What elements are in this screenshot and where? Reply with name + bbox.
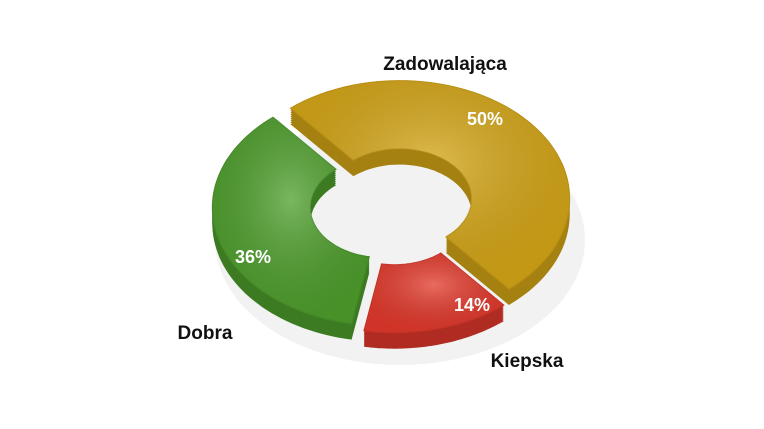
value-label: 50% [467,109,503,129]
category-label: Zadowalająca [383,54,507,75]
value-label: 36% [235,247,271,267]
category-label: Kiepska [491,351,564,372]
category-label: Dobra [178,323,233,344]
slice-highlight [363,253,504,333]
slice-highlight [290,80,570,289]
value-label: 14% [454,295,490,315]
slice-highlight [212,117,370,324]
